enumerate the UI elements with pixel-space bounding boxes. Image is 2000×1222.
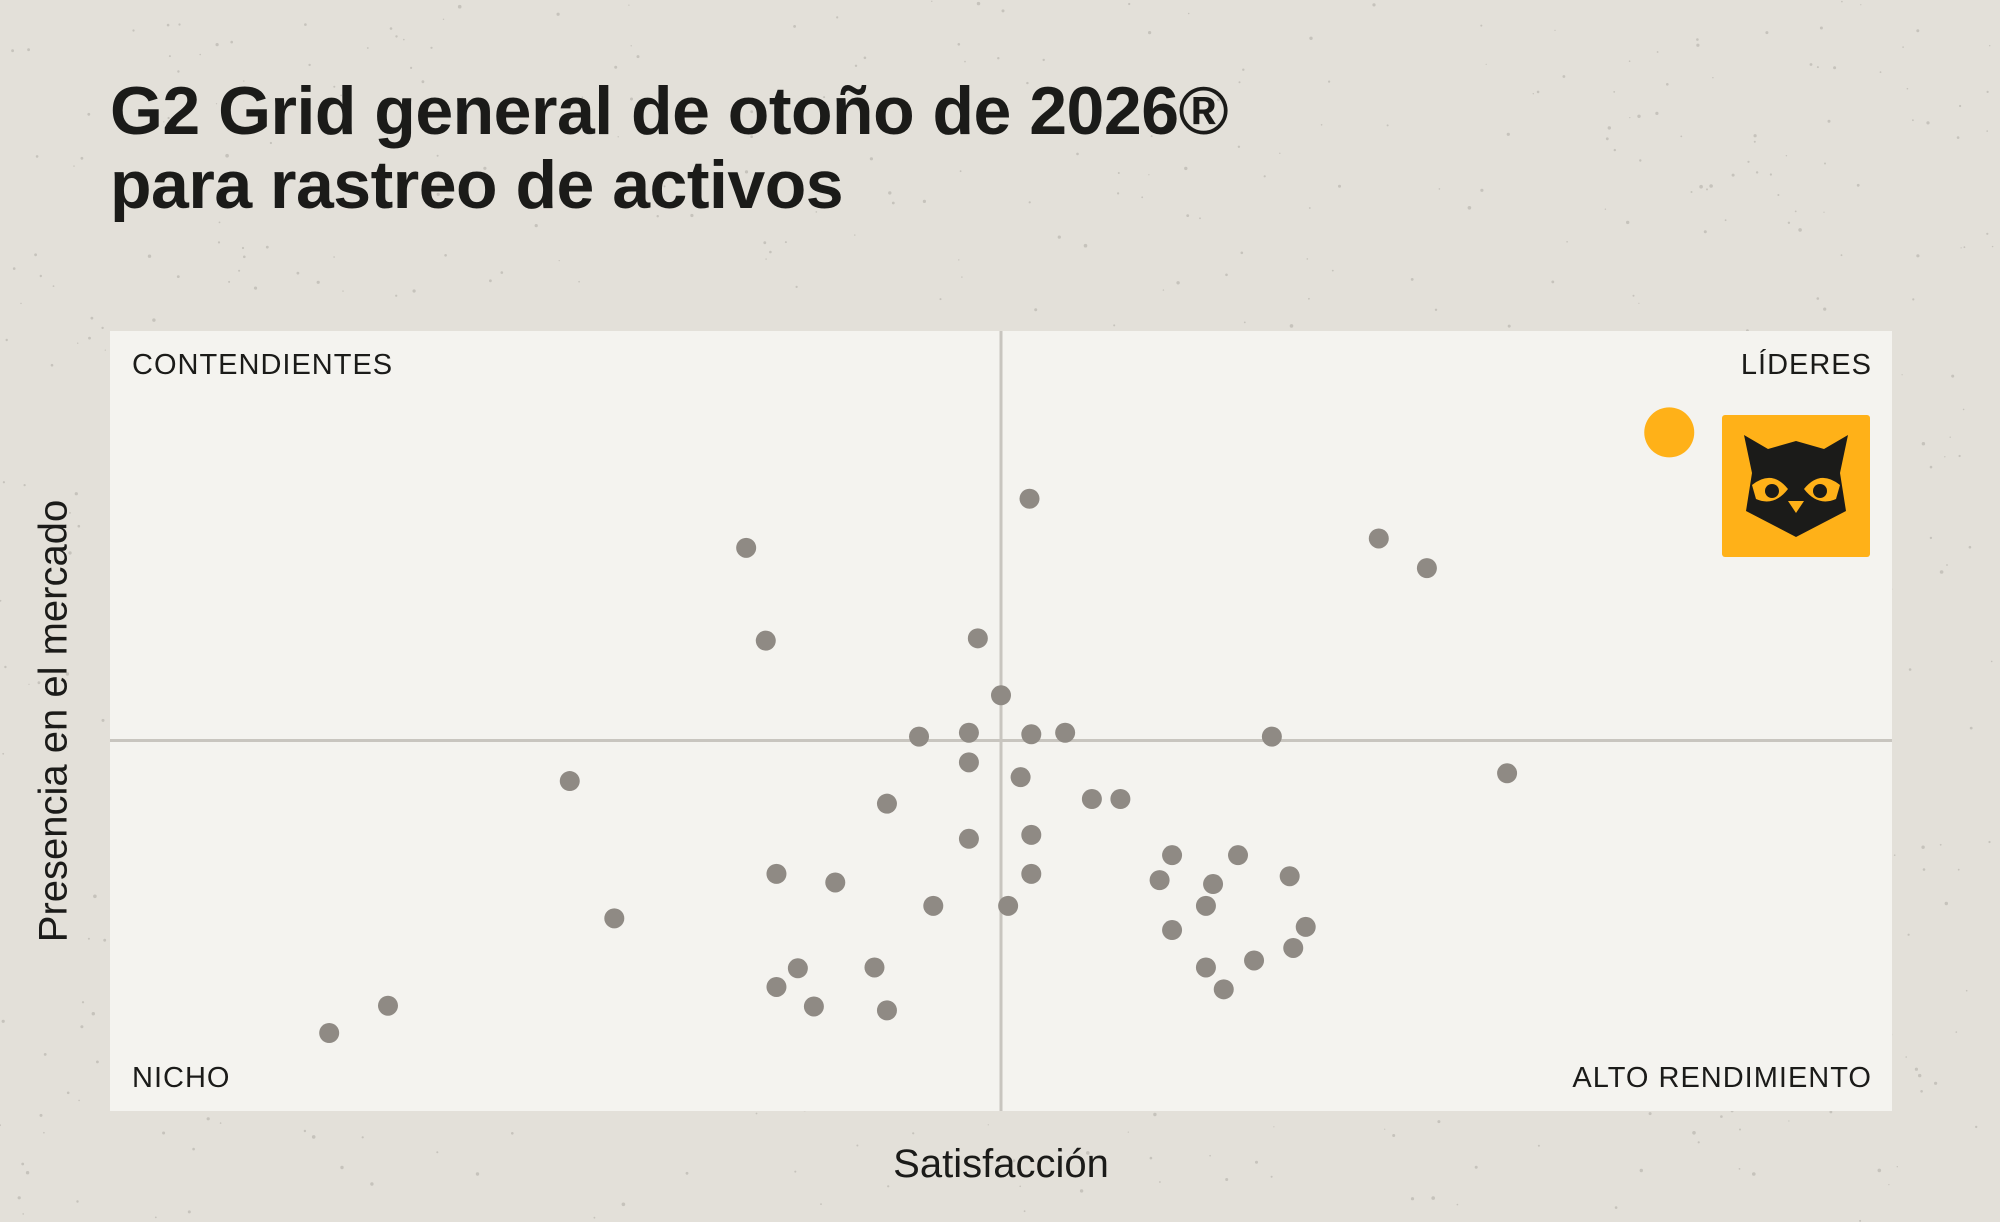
quadrant-label-high-performer: ALTO RENDIMIENTO [1572,1062,1872,1094]
data-point [1149,870,1170,891]
data-point [1244,950,1265,971]
quadrant-label-leaders: LÍDERES [1740,349,1872,381]
data-point [876,1000,897,1021]
data-point [1195,957,1216,978]
quadrant-label-contenders: CONTENDIENTES [132,349,394,381]
data-point [923,895,944,916]
data-point [958,828,979,849]
data-point [909,726,930,747]
data-point [1055,722,1076,743]
data-point [1021,724,1042,745]
data-point [958,722,979,743]
data-point [604,908,625,929]
owl-icon [1744,435,1848,537]
scatter-plot [110,331,1892,1111]
plot-area: CONTENDIENTES LÍDERES NICHO ALTO RENDIMI… [110,331,1892,1111]
data-point [1010,767,1031,788]
data-point [1368,528,1389,549]
data-point [1195,895,1216,916]
data-point [1261,726,1282,747]
data-point [1081,789,1102,809]
data-point [1021,824,1042,845]
data-point [1162,845,1183,866]
chart-title: G2 Grid general de otoño de 2026® para r… [110,73,1229,223]
data-point [1295,916,1316,937]
data-point [864,957,885,978]
data-point [1279,866,1300,887]
data-point [958,752,979,773]
data-point [755,630,776,651]
data-point [1019,488,1040,509]
title-line-2: para rastreo de activos [110,147,844,223]
quadrant-label-niche: NICHO [132,1062,231,1094]
data-point [736,537,757,558]
y-axis-label: Presencia en el mercado [31,499,76,943]
data-point [998,895,1019,916]
data-point [967,628,988,649]
data-point [876,793,897,814]
data-point [559,771,580,792]
data-point [1283,937,1304,958]
data-point [1213,979,1234,1000]
data-point [1021,863,1042,884]
data-point [1203,874,1224,895]
title-line-1: G2 Grid general de otoño de 2026® [110,73,1229,149]
highlighted-data-point [1644,407,1695,458]
data-point [991,685,1011,706]
data-point [766,863,787,884]
data-point [766,976,787,997]
data-point [803,996,824,1017]
data-point [377,995,398,1016]
owl-logo [1722,415,1870,557]
x-axis-label: Satisfacción [893,1142,1109,1186]
data-point [1497,763,1518,784]
data-point [825,872,846,893]
data-point [1110,789,1131,809]
data-point [319,1023,340,1043]
data-point [1228,845,1249,866]
data-point [1162,920,1183,941]
data-point [787,958,808,979]
data-point [1416,558,1437,579]
